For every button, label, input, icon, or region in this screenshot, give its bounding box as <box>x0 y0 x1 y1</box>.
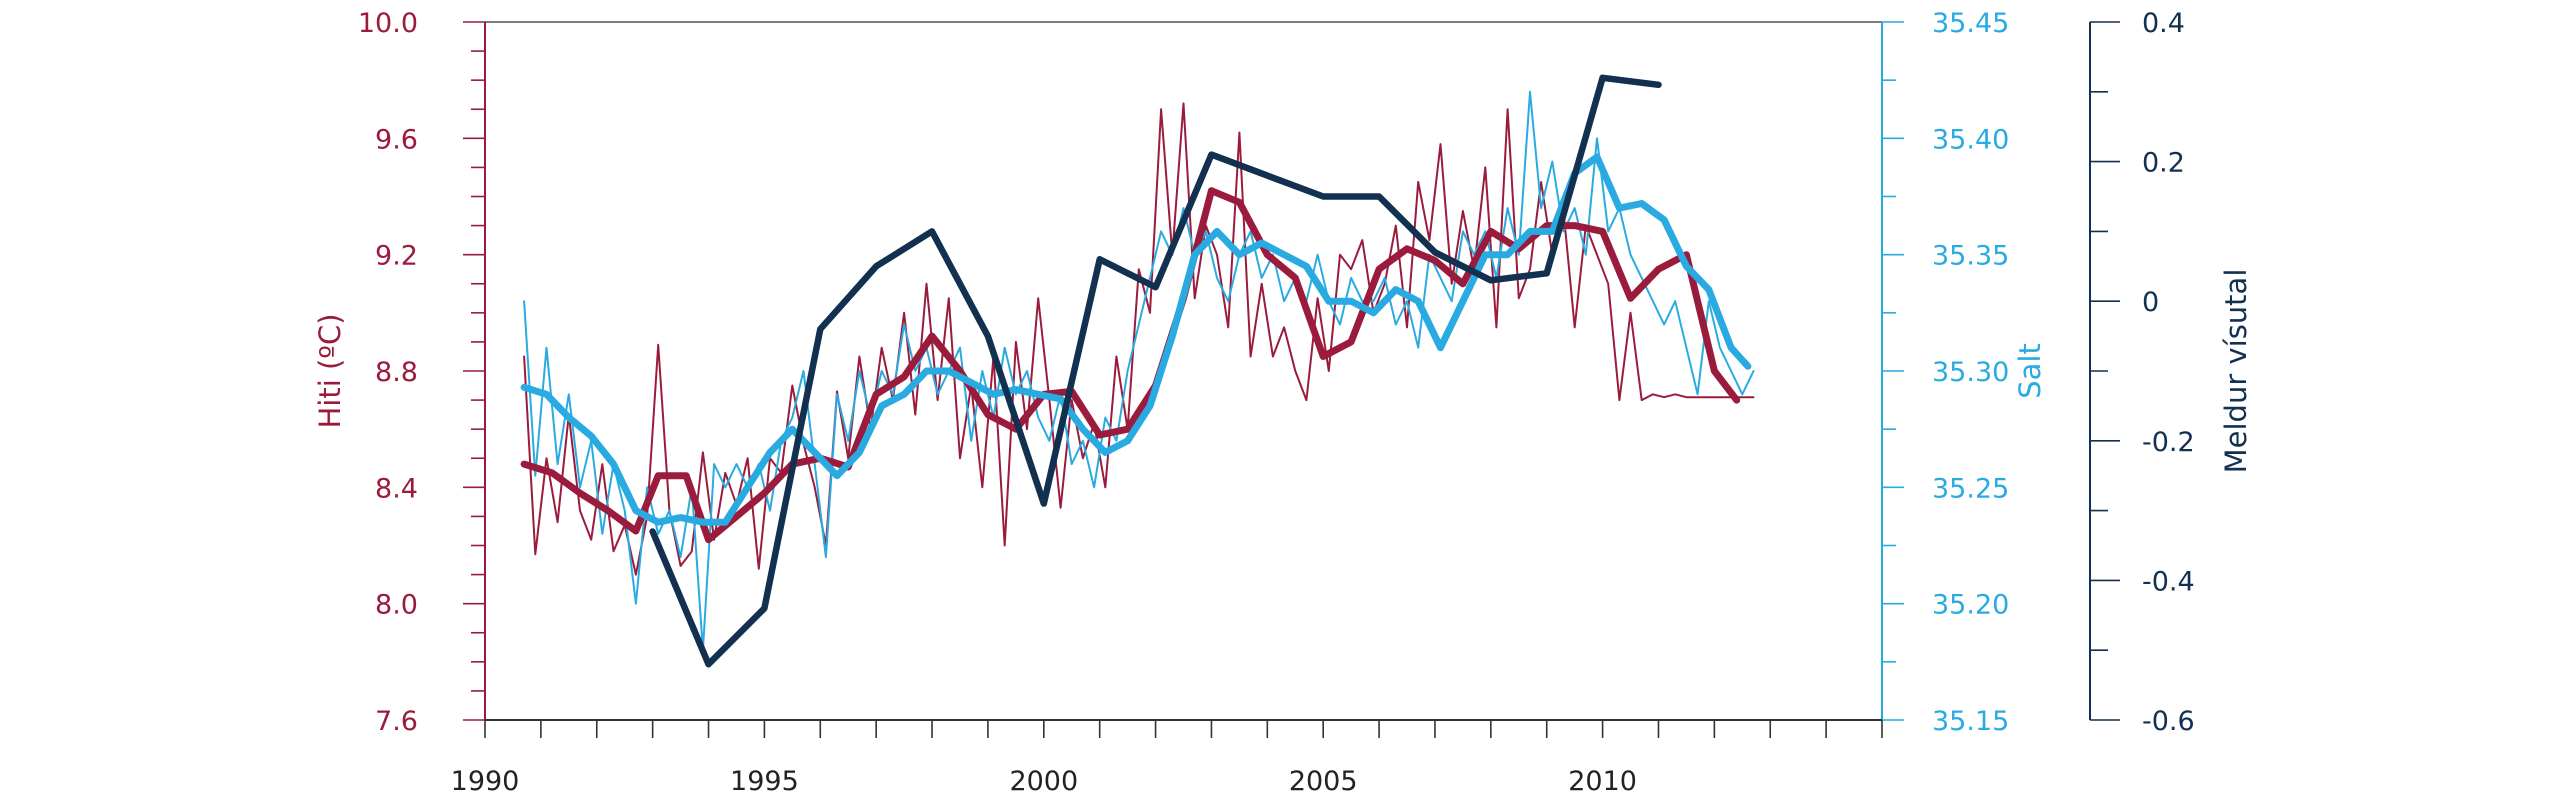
temperature-thin-series-line <box>523 102 1755 576</box>
salt-axis: 35.15 35.20 35.25 35.30 35.35 35.40 35.45 <box>1881 8 2009 737</box>
salt-tick-label: 35.30 <box>1932 357 2009 388</box>
temperature-axis-title: Hiti (ºC) <box>313 313 347 428</box>
index-tick-label: -0.6 <box>2142 706 2195 737</box>
year-tick-label: 2005 <box>1289 766 1358 797</box>
temperature-tick-label: 7.6 <box>375 706 418 737</box>
salt-thin-series-line <box>523 90 1755 652</box>
salt-tick-label: 35.20 <box>1932 590 2009 621</box>
salt-thick-series-line <box>520 153 1752 526</box>
index-axis-title: Meldur vísutal <box>2219 269 2253 474</box>
index-axis: -0.6 -0.4 -0.2 0 0.2 0.4 <box>2089 8 2195 737</box>
year-axis: 1990 1995 2000 2005 2010 <box>451 719 1883 797</box>
index-thick-series-line <box>649 74 1662 668</box>
temperature-tick-label: 9.2 <box>375 241 418 272</box>
temperature-tick-label: 10.0 <box>358 8 418 39</box>
salt-tick-label: 35.35 <box>1932 241 2009 272</box>
salt-tick-label: 35.45 <box>1932 8 2009 39</box>
year-tick-label: 1995 <box>730 766 799 797</box>
series-layer <box>520 74 1755 668</box>
temperature-tick-label: 8.4 <box>375 473 418 504</box>
index-tick-label: -0.4 <box>2142 566 2195 597</box>
salt-tick-label: 35.15 <box>1932 706 2009 737</box>
temperature-axis: 7.6 8.0 8.4 8.8 9.2 9.6 10.0 <box>358 8 486 737</box>
temperature-tick-label: 8.8 <box>375 357 418 388</box>
salt-tick-label: 35.25 <box>1932 473 2009 504</box>
index-tick-label: 0.4 <box>2142 8 2185 39</box>
year-tick-label: 2000 <box>1009 766 1078 797</box>
salt-axis-title: Salt <box>2013 343 2047 399</box>
index-tick-label: 0.2 <box>2142 148 2185 179</box>
index-tick-label: -0.2 <box>2142 427 2195 458</box>
index-tick-label: 0 <box>2142 287 2159 318</box>
temperature-tick-label: 9.6 <box>375 124 418 155</box>
year-tick-label: 2010 <box>1568 766 1637 797</box>
temperature-tick-label: 8.0 <box>375 590 418 621</box>
year-tick-label: 1990 <box>451 766 520 797</box>
salt-tick-label: 35.40 <box>1932 124 2009 155</box>
